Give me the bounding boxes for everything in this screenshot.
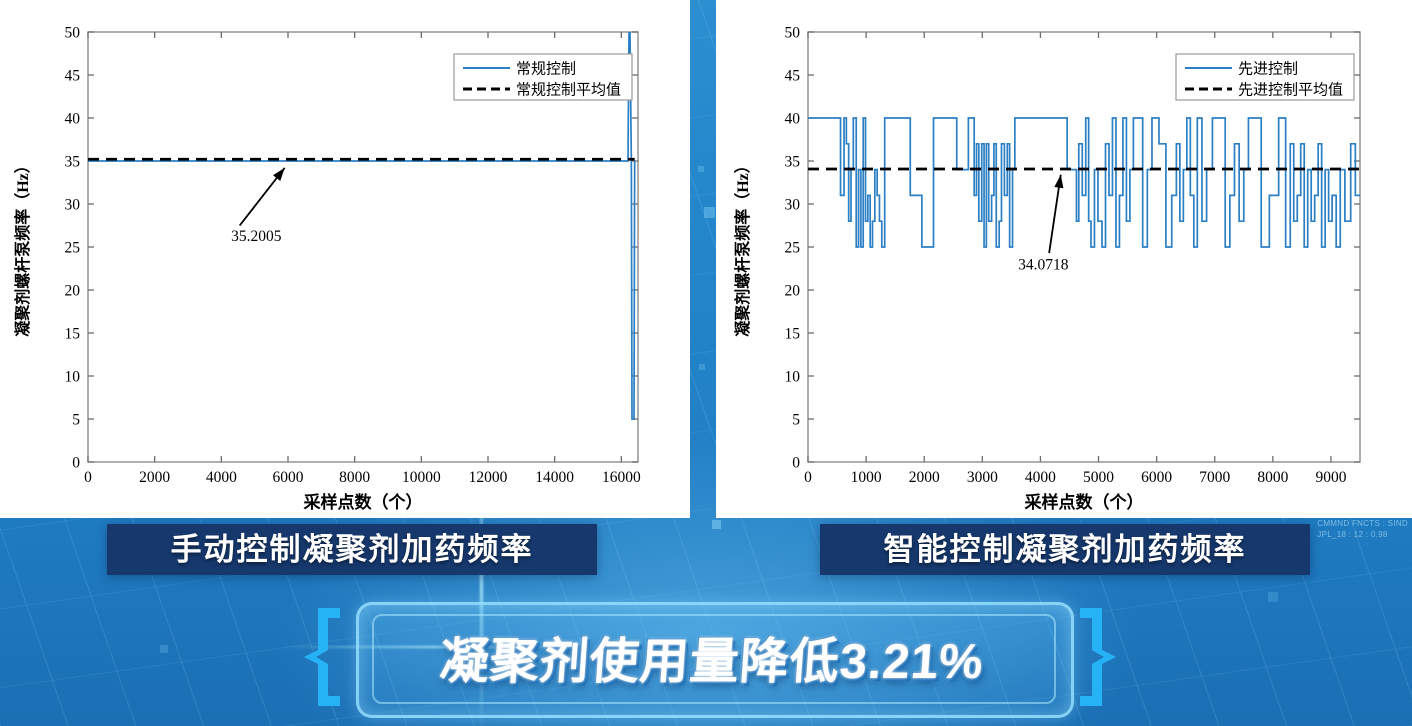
headline-frame-outer	[356, 602, 1074, 718]
y-tick-label: 35	[785, 154, 801, 171]
background-square-dot	[712, 520, 721, 529]
headline-banner: 凝聚剂使用量降低3.21%	[300, 596, 1120, 718]
y-tick-label: 30	[65, 197, 81, 214]
plot-frame	[87, 31, 639, 463]
y-tick-label: 10	[65, 369, 81, 386]
x-tick-label: 4000	[206, 469, 237, 486]
y-tick-label: 40	[785, 111, 801, 128]
left-chart-wrap: 0 2000 4000 6000 8000 10000 12000 14000 16000 0 5 1…	[0, 0, 690, 518]
right-chart-panel: 0 1000 2000 3000 4000 5000 6000 7000 8000 9000 0 5 1…	[716, 0, 1412, 518]
x-tick-label: 9000	[1315, 469, 1346, 486]
background-telemetry-text: CMMND FNCTS : SIND JPL_18 : 12 : 0.98	[1317, 518, 1408, 540]
y-tick-label: 5	[792, 412, 800, 429]
y-tick-label: 20	[785, 283, 801, 300]
headline-frame-inner	[372, 614, 1056, 704]
y-tick-label: 25	[65, 240, 81, 257]
y-tick-label: 50	[785, 25, 801, 42]
x-tick-label: 16000	[602, 469, 641, 486]
y-tick-label: 45	[785, 68, 801, 85]
right-caption-bar: 智能控制凝聚剂加药频率	[820, 524, 1310, 575]
annotation-arrow-head	[273, 167, 285, 181]
left-caption-bar: 手动控制凝聚剂加药频率	[107, 524, 597, 575]
left-chart-panel: 0 2000 4000 6000 8000 10000 12000 14000 16000 0 5 1…	[0, 0, 690, 518]
right-chart-svg: 0 1000 2000 3000 4000 5000 6000 7000 8000 9000 0 5 1…	[733, 25, 1361, 512]
annotation-arrow-line	[1048, 174, 1062, 254]
legend-label-2: 常规控制平均值	[516, 82, 621, 99]
legend-label-1: 常规控制	[516, 61, 576, 78]
background-horizontal-light-streak	[282, 646, 583, 649]
y-tick-label: 45	[65, 68, 81, 85]
x-tick-label: 10000	[402, 469, 441, 486]
x-tick-label: 0	[84, 469, 92, 486]
telemetry-line-2: JPL_18 : 12 : 0.98	[1317, 530, 1388, 539]
y-tick-label: 0	[72, 455, 80, 472]
left-chart-svg: 0 2000 4000 6000 8000 10000 12000 14000 16000 0 5 1…	[13, 25, 641, 513]
series-data-line	[88, 32, 636, 420]
y-tick-label: 35	[65, 154, 81, 171]
right-caption-text: 智能控制凝聚剂加药频率	[883, 532, 1247, 567]
background-square-dot	[699, 364, 705, 370]
y-tick-label: 50	[65, 25, 81, 42]
x-tick-label: 5000	[1083, 469, 1114, 486]
background-square-dot	[698, 166, 704, 172]
y-tick-label: 15	[65, 326, 81, 343]
x-tick-label: 4000	[1025, 469, 1056, 486]
x-tick-label: 1000	[851, 469, 882, 486]
x-tick-label: 7000	[1199, 469, 1230, 486]
annotation-label: 34.0718	[1018, 256, 1069, 273]
y-tick-label: 25	[785, 240, 801, 257]
data-layer	[88, 32, 636, 420]
legend-label-2: 先进控制平均值	[1238, 82, 1343, 99]
telemetry-line-1: CMMND FNCTS : SIND	[1317, 519, 1408, 528]
background-vertical-light-streak	[480, 435, 484, 726]
legend-label-1: 先进控制	[1238, 61, 1298, 78]
x-tick-label: 6000	[273, 469, 304, 486]
data-layer	[808, 117, 1360, 248]
right-chart-wrap: 0 1000 2000 3000 4000 5000 6000 7000 8000 9000 0 5 1…	[716, 0, 1412, 518]
x-tick-label: 2000	[909, 469, 940, 486]
x-tick-label: 3000	[967, 469, 998, 486]
y-tick-label: 5	[72, 412, 80, 429]
y-tick-label: 0	[792, 455, 800, 472]
y-axis-label: 凝聚剂螺杆泵频率（Hz）	[13, 157, 32, 337]
y-tick-label: 40	[65, 111, 81, 128]
y-tick-label: 15	[785, 326, 801, 343]
y-tick-label: 10	[785, 369, 801, 386]
y-axis-label: 凝聚剂螺杆泵频率（Hz）	[733, 157, 752, 337]
left-bracket-icon	[300, 606, 346, 708]
left-caption-text: 手动控制凝聚剂加药频率	[170, 532, 534, 567]
x-axis-label: 采样点数（个）	[303, 492, 423, 512]
legend-box	[453, 53, 633, 101]
legend-box	[1175, 53, 1355, 101]
x-tick-label: 2000	[139, 469, 170, 486]
y-tick-label: 30	[785, 197, 801, 214]
background-square-dot	[1268, 592, 1278, 602]
x-tick-label: 8000	[339, 469, 370, 486]
x-tick-label: 14000	[535, 469, 574, 486]
annotation-arrow-head	[1054, 174, 1064, 189]
x-axis-label: 采样点数（个）	[1024, 492, 1144, 512]
x-tick-label: 12000	[469, 469, 508, 486]
headline-text: 凝聚剂使用量降低3.21%	[437, 634, 986, 689]
x-tick-label: 6000	[1141, 469, 1172, 486]
background-square-dot	[704, 207, 715, 218]
right-bracket-icon	[1074, 606, 1120, 708]
series-data-line	[808, 117, 1360, 248]
y-tick-label: 20	[65, 283, 81, 300]
x-tick-label: 8000	[1257, 469, 1288, 486]
annotation-label: 35.2005	[231, 228, 282, 245]
background-square-dot	[160, 645, 168, 653]
x-tick-label: 0	[804, 469, 812, 486]
headline-text-wrap: 凝聚剂使用量降低3.21%	[356, 602, 1068, 712]
